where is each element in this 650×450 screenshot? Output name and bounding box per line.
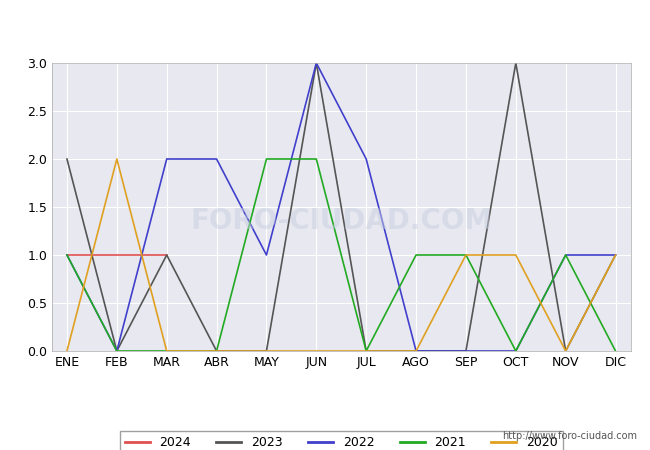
- Text: http://www.foro-ciudad.com: http://www.foro-ciudad.com: [502, 431, 637, 441]
- Legend: 2024, 2023, 2022, 2021, 2020: 2024, 2023, 2022, 2021, 2020: [120, 431, 563, 450]
- Text: Matriculaciones de Vehiculos en Madrigalejo del Monte: Matriculaciones de Vehiculos en Madrigal…: [77, 18, 573, 36]
- Text: FORO-CIUDAD.COM: FORO-CIUDAD.COM: [190, 207, 492, 235]
